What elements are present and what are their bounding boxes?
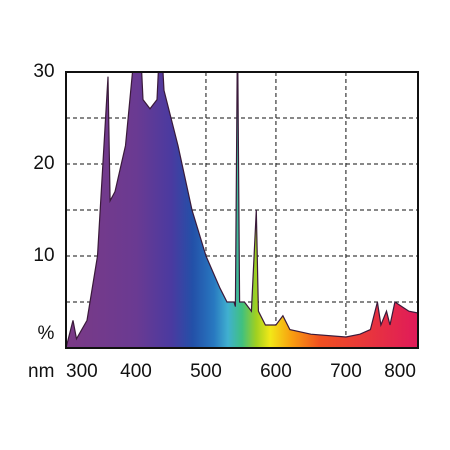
x-tick-label: 400	[120, 361, 152, 382]
spectrum-area	[66, 72, 418, 348]
y-tick-label: 30	[33, 61, 54, 82]
x-tick-label: 500	[190, 361, 222, 382]
x-tick-label: 700	[330, 361, 362, 382]
x-axis-label: nm	[28, 361, 54, 382]
spectrum-line	[66, 72, 418, 348]
plot	[66, 72, 418, 348]
x-tick-label: 600	[260, 361, 292, 382]
x-tick-label: 300	[66, 361, 98, 382]
x-tick-label: 800	[384, 361, 416, 382]
y-tick-label: 20	[33, 153, 54, 174]
plot-frame	[65, 71, 419, 349]
y-axis-label: %	[38, 323, 55, 344]
y-tick-label: 10	[33, 245, 54, 266]
